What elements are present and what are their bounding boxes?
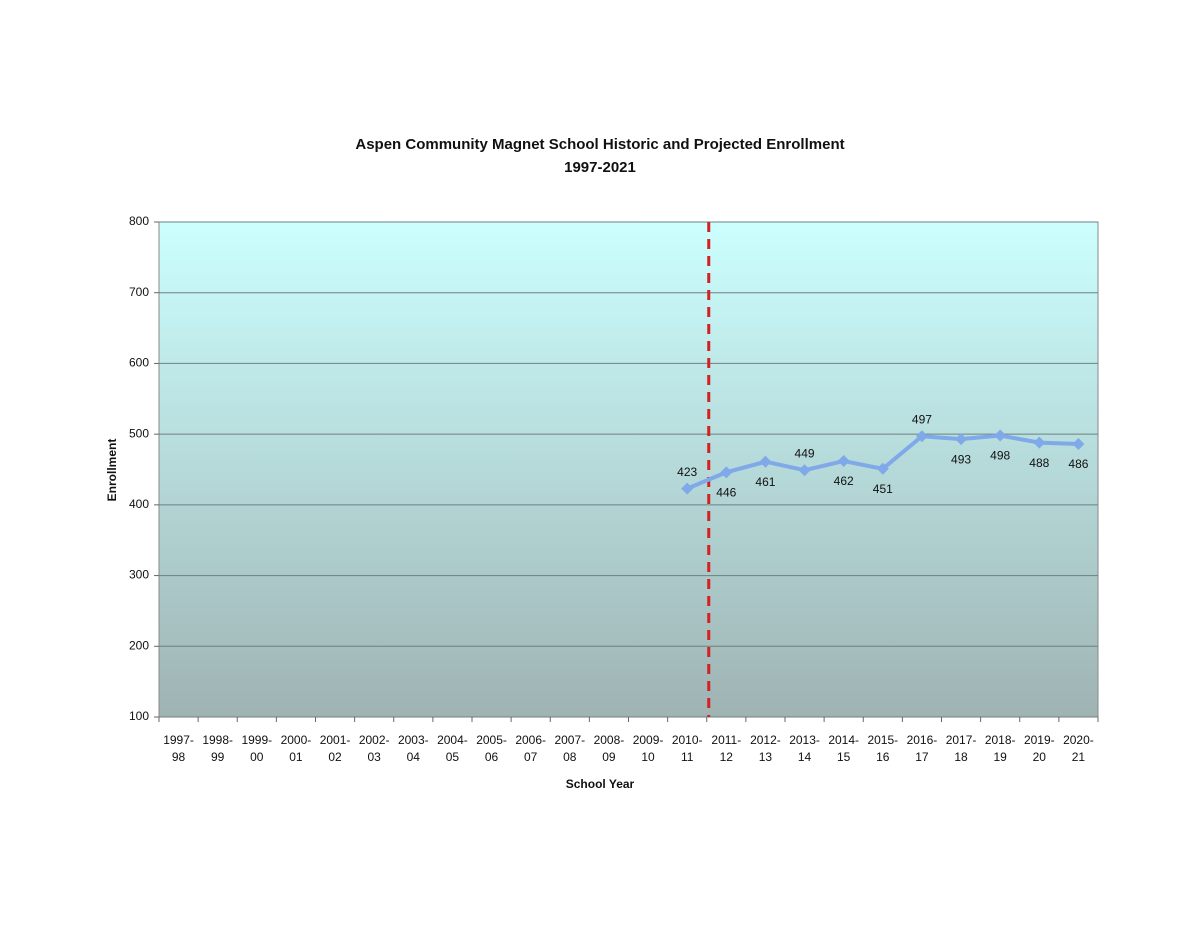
x-tick-label: 2001-02 xyxy=(320,733,351,764)
y-tick-label: 700 xyxy=(129,285,149,299)
x-tick-label: 2014-15 xyxy=(828,733,859,764)
data-label: 498 xyxy=(990,449,1010,463)
x-tick-label: 1997-98 xyxy=(163,733,194,764)
x-tick-label: 2005-06 xyxy=(476,733,507,764)
data-label: 423 xyxy=(677,465,697,479)
y-tick-label: 600 xyxy=(129,356,149,370)
plot-area xyxy=(158,221,1099,718)
point xyxy=(1033,436,1046,449)
point xyxy=(759,455,772,468)
x-tick-label: 2002-03 xyxy=(359,733,390,764)
x-tick-label: 1998-99 xyxy=(202,733,233,764)
y-tick-label: 300 xyxy=(129,568,149,582)
point xyxy=(955,433,968,446)
x-tick-label: 2010-11 xyxy=(672,733,703,764)
point xyxy=(681,482,694,495)
point xyxy=(915,430,928,443)
x-tick-label: 2009-10 xyxy=(633,733,664,764)
x-tick-label: 2015-16 xyxy=(867,733,898,764)
x-tick-label: 2000-01 xyxy=(281,733,312,764)
y-tick-label: 100 xyxy=(129,709,149,723)
point xyxy=(1072,438,1085,451)
data-label: 497 xyxy=(912,412,932,426)
data-label: 461 xyxy=(755,475,775,489)
y-tick-label: 500 xyxy=(129,426,149,440)
data-label: 462 xyxy=(834,474,854,488)
point xyxy=(994,429,1007,442)
x-tick-label: 2003-04 xyxy=(398,733,429,764)
x-tick-label: 2020-21 xyxy=(1063,733,1094,764)
point xyxy=(720,466,733,479)
x-tick-label: 2019-20 xyxy=(1024,733,1055,764)
data-label: 486 xyxy=(1068,457,1088,471)
data-label: 449 xyxy=(795,446,815,460)
x-tick-label: 2007-08 xyxy=(554,733,585,764)
point xyxy=(798,464,811,477)
data-label: 488 xyxy=(1029,456,1049,470)
x-axis-title: School Year xyxy=(566,777,635,791)
x-tick-label: 2004-05 xyxy=(437,733,468,764)
chart-title: Aspen Community Magnet School Historic a… xyxy=(355,136,844,153)
x-tick-label: 2008-09 xyxy=(594,733,625,764)
x-tick-label: 2011-12 xyxy=(711,733,741,764)
y-axis-title: Enrollment xyxy=(105,439,119,502)
x-tick-label: 2013-14 xyxy=(789,733,820,764)
data-label: 493 xyxy=(951,452,971,466)
y-tick-label: 400 xyxy=(129,497,149,511)
x-tick-label: 2016-17 xyxy=(907,733,938,764)
point xyxy=(876,462,889,475)
data-label: 451 xyxy=(873,482,893,496)
x-tick-label: 1999-00 xyxy=(241,733,272,764)
point xyxy=(837,455,850,468)
data-label: 446 xyxy=(716,486,736,500)
x-tick-label: 2012-13 xyxy=(750,733,781,764)
chart-subtitle: 1997-2021 xyxy=(564,159,636,176)
x-tick-label: 2006-07 xyxy=(515,733,546,764)
y-tick-label: 800 xyxy=(129,214,149,228)
y-tick-label: 200 xyxy=(129,638,149,652)
x-tick-label: 2017-18 xyxy=(946,733,977,764)
x-tick-label: 2018-19 xyxy=(985,733,1016,764)
